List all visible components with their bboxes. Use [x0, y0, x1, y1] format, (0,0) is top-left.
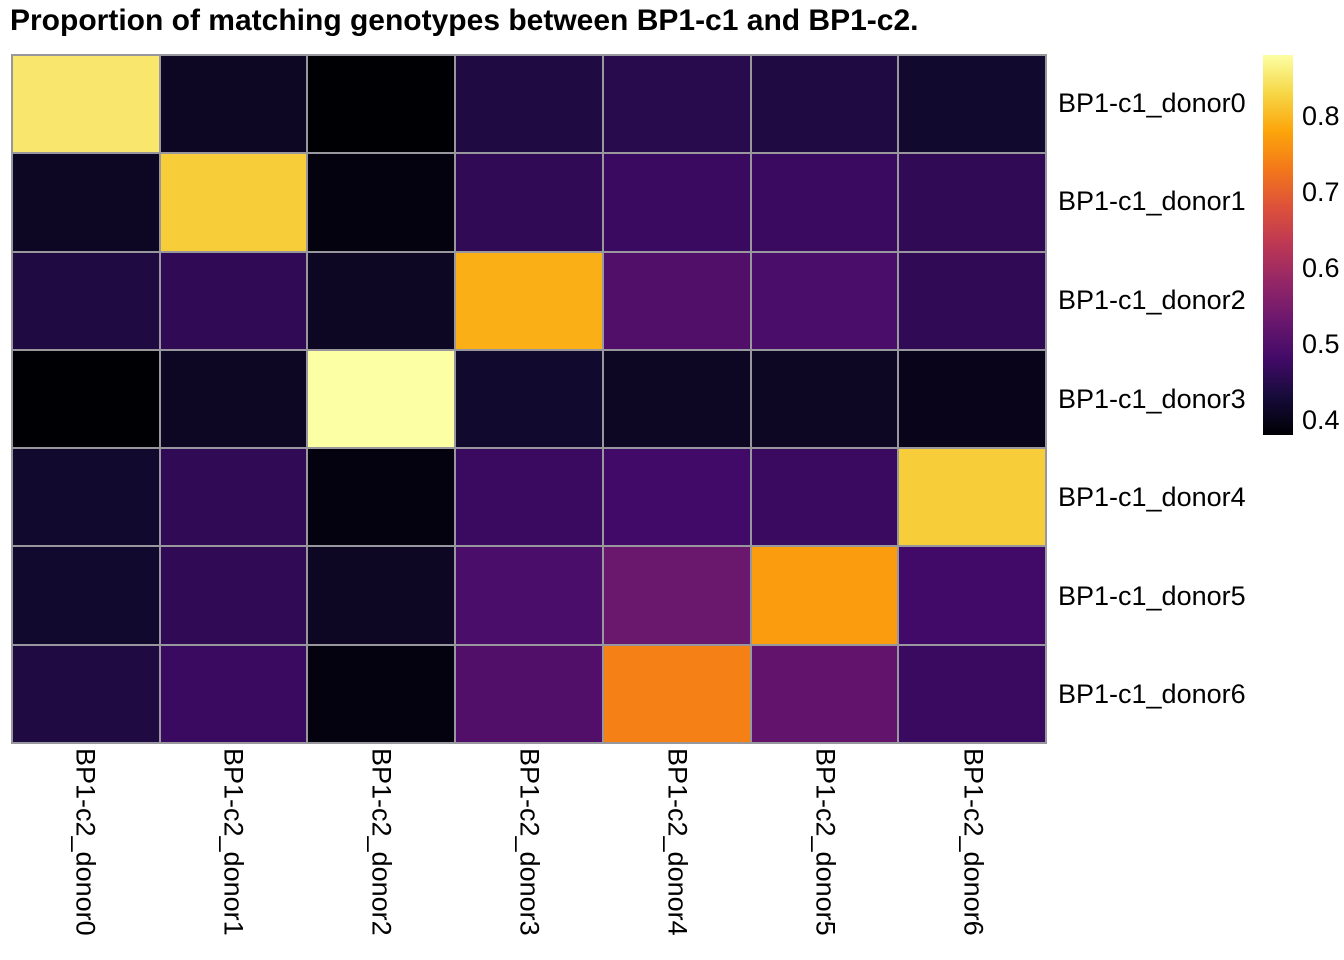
heatmap-cell [13, 350, 159, 448]
heatmap-cell [160, 154, 307, 251]
heatmap-cell [308, 449, 455, 546]
heatmap-cell [751, 350, 898, 448]
heatmap-cell [456, 547, 602, 644]
colorbar-tick-label: 0.6 [1302, 252, 1340, 283]
x-tick-slot: BP1-c2_donor6 [899, 748, 1047, 953]
colorbar-tick-label: 0.5 [1302, 328, 1340, 359]
heatmap-cell [456, 645, 602, 742]
heatmap-cell [899, 350, 1045, 448]
heatmap-grid [13, 56, 1045, 742]
x-axis-labels: BP1-c2_donor0 BP1-c2_donor1 BP1-c2_donor2 B… [11, 748, 1047, 953]
heatmap-cell [160, 252, 307, 349]
heatmap-cell [603, 252, 750, 349]
heatmap-cell [603, 56, 750, 153]
heatmap-cell [13, 252, 159, 349]
heatmap-cell [751, 449, 898, 546]
heatmap-cell [13, 645, 159, 742]
x-tick-slot: BP1-c2_donor2 [307, 748, 455, 953]
heatmap-cell [751, 154, 898, 251]
x-tick-label: BP1-c2_donor2 [366, 748, 397, 936]
heatmap-cell [13, 547, 159, 644]
heatmap-cell [13, 56, 159, 153]
heatmap-cell [456, 56, 602, 153]
y-tick-label: BP1-c1_donor6 [1058, 679, 1246, 710]
heatmap-cell [751, 645, 898, 742]
heatmap-cell [308, 56, 455, 153]
heatmap-cell [160, 547, 307, 644]
heatmap-cell [160, 645, 307, 742]
x-tick-label: BP1-c2_donor1 [218, 748, 249, 936]
y-tick-label: BP1-c1_donor0 [1058, 87, 1246, 118]
heatmap-cell [160, 350, 307, 448]
x-tick-slot: BP1-c2_donor1 [159, 748, 307, 953]
heatmap-cell [603, 645, 750, 742]
heatmap-cell [751, 56, 898, 153]
colorbar-tick-label: 0.8 [1302, 100, 1340, 131]
heatmap-cell [308, 350, 455, 448]
y-tick-label: BP1-c1_donor3 [1058, 383, 1246, 414]
x-tick-slot: BP1-c2_donor3 [455, 748, 603, 953]
heatmap-plot-area [11, 54, 1047, 744]
y-axis-labels: BP1-c1_donor0 BP1-c1_donor1 BP1-c1_donor2 B… [1058, 54, 1258, 744]
x-tick-label: BP1-c2_donor4 [662, 748, 693, 936]
heatmap-cell [603, 449, 750, 546]
y-tick-label: BP1-c1_donor4 [1058, 482, 1246, 513]
x-tick-slot: BP1-c2_donor4 [603, 748, 751, 953]
colorbar-tick-label: 0.7 [1302, 176, 1340, 207]
colorbar [1263, 55, 1293, 435]
heatmap-cell [603, 547, 750, 644]
heatmap-cell [899, 547, 1045, 644]
x-tick-slot: BP1-c2_donor0 [11, 748, 159, 953]
heatmap-cell [308, 154, 455, 251]
heatmap-cell [751, 252, 898, 349]
heatmap-cell [456, 449, 602, 546]
heatmap-cell [899, 449, 1045, 546]
heatmap-cell [456, 252, 602, 349]
heatmap-cell [603, 154, 750, 251]
heatmap-cell [13, 449, 159, 546]
heatmap-cell [308, 547, 455, 644]
x-tick-label: BP1-c2_donor0 [70, 748, 101, 936]
heatmap-cell [899, 56, 1045, 153]
chart-title: Proportion of matching genotypes between… [10, 4, 919, 37]
heatmap-cell [308, 645, 455, 742]
x-tick-label: BP1-c2_donor5 [810, 748, 841, 936]
colorbar-tick-label: 0.4 [1302, 404, 1340, 435]
y-tick-label: BP1-c1_donor5 [1058, 580, 1246, 611]
heatmap-cell [899, 154, 1045, 251]
heatmap-cell [603, 350, 750, 448]
heatmap-cell [751, 547, 898, 644]
y-tick-label: BP1-c1_donor1 [1058, 186, 1246, 217]
heatmap-cell [899, 252, 1045, 349]
heatmap-cell [308, 252, 455, 349]
x-tick-label: BP1-c2_donor6 [958, 748, 989, 936]
heatmap-cell [899, 645, 1045, 742]
heatmap-cell [456, 154, 602, 251]
y-tick-label: BP1-c1_donor2 [1058, 284, 1246, 315]
heatmap-cell [13, 154, 159, 251]
colorbar-tick-labels: 0.8 0.7 0.6 0.5 0.4 [1302, 55, 1344, 435]
heatmap-cell [160, 56, 307, 153]
heatmap-cell [160, 449, 307, 546]
heatmap-cell [456, 350, 602, 448]
x-tick-label: BP1-c2_donor3 [514, 748, 545, 936]
x-tick-slot: BP1-c2_donor5 [751, 748, 899, 953]
